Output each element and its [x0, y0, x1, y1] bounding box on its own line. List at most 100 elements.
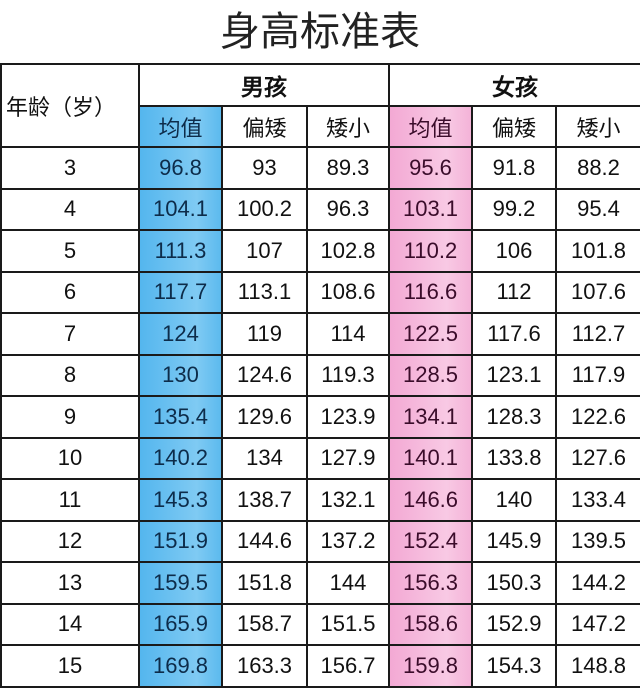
- boys-very-short-cell: 96.3: [306, 187, 390, 231]
- boys-mean-cell: 151.9: [138, 519, 223, 563]
- age-cell: 7: [0, 312, 140, 356]
- table-row: 4 104.1 100.2 96.3 103.1 99.2 95.4: [0, 187, 640, 231]
- boys-short-cell: 163.3: [221, 644, 308, 688]
- boys-mean-cell: 130: [138, 353, 223, 397]
- boys-very-short-cell: 102.8: [306, 229, 390, 273]
- table-row: 5 111.3 107 102.8 110.2 106 101.8: [0, 229, 640, 273]
- boys-very-short-cell: 123.9: [306, 395, 390, 439]
- girls-short-cell: 133.8: [471, 436, 557, 480]
- age-cell: 8: [0, 353, 140, 397]
- boys-very-short-cell: 89.3: [306, 146, 390, 190]
- girls-very-short-cell: 147.2: [555, 602, 640, 646]
- girls-short-cell: 140: [471, 478, 557, 522]
- age-cell: 13: [0, 561, 140, 605]
- girls-short-cell: 128.3: [471, 395, 557, 439]
- boys-mean-cell: 104.1: [138, 187, 223, 231]
- age-cell: 6: [0, 270, 140, 314]
- girls-short-header: 偏矮: [471, 105, 557, 148]
- girls-mean-cell: 140.1: [388, 436, 473, 480]
- table-row: 15 169.8 163.3 156.7 159.8 154.3 148.8: [0, 644, 640, 688]
- boys-mean-cell: 140.2: [138, 436, 223, 480]
- girls-very-short-cell: 88.2: [555, 146, 640, 190]
- boys-very-short-cell: 119.3: [306, 353, 390, 397]
- boys-mean-cell: 159.5: [138, 561, 223, 605]
- table-row: 9 135.4 129.6 123.9 134.1 128.3 122.6: [0, 395, 640, 439]
- boys-mean-cell: 135.4: [138, 395, 223, 439]
- table-row: 12 151.9 144.6 137.2 152.4 145.9 139.5: [0, 519, 640, 563]
- boys-short-header: 偏矮: [221, 105, 308, 148]
- girls-very-short-cell: 127.6: [555, 436, 640, 480]
- boys-short-cell: 138.7: [221, 478, 308, 522]
- girls-very-short-cell: 112.7: [555, 312, 640, 356]
- boys-mean-cell: 96.8: [138, 146, 223, 190]
- girls-short-cell: 154.3: [471, 644, 557, 688]
- girls-very-short-cell: 107.6: [555, 270, 640, 314]
- girls-short-cell: 99.2: [471, 187, 557, 231]
- girls-mean-cell: 116.6: [388, 270, 473, 314]
- boys-short-cell: 158.7: [221, 602, 308, 646]
- girls-mean-cell: 128.5: [388, 353, 473, 397]
- page-title: 身高标准表: [220, 9, 420, 55]
- boys-very-short-cell: 127.9: [306, 436, 390, 480]
- table-row: 10 140.2 134 127.9 140.1 133.8 127.6: [0, 436, 640, 480]
- age-cell: 14: [0, 602, 140, 646]
- height-standard-table: 年龄（岁） 男孩 女孩 均值 偏矮 矮小 均值 偏矮 矮小 3 96.8 93 89.…: [0, 63, 640, 688]
- boys-mean-header: 均值: [138, 105, 223, 148]
- girls-short-cell: 91.8: [471, 146, 557, 190]
- girls-mean-cell: 103.1: [388, 187, 473, 231]
- age-cell: 3: [0, 146, 140, 190]
- girls-mean-cell: 152.4: [388, 519, 473, 563]
- boys-short-cell: 119: [221, 312, 308, 356]
- girls-mean-header: 均值: [388, 105, 473, 148]
- boys-short-cell: 100.2: [221, 187, 308, 231]
- girls-very-short-cell: 148.8: [555, 644, 640, 688]
- boys-very-short-cell: 132.1: [306, 478, 390, 522]
- girls-very-short-cell: 133.4: [555, 478, 640, 522]
- boys-short-cell: 144.6: [221, 519, 308, 563]
- girls-short-cell: 152.9: [471, 602, 557, 646]
- boys-very-short-cell: 137.2: [306, 519, 390, 563]
- girls-short-cell: 123.1: [471, 353, 557, 397]
- boys-mean-cell: 124: [138, 312, 223, 356]
- girls-very-short-cell: 122.6: [555, 395, 640, 439]
- age-cell: 9: [0, 395, 140, 439]
- table-row: 13 159.5 151.8 144 156.3 150.3 144.2: [0, 561, 640, 605]
- girls-header: 女孩: [388, 63, 640, 107]
- boys-mean-cell: 165.9: [138, 602, 223, 646]
- girls-short-cell: 117.6: [471, 312, 557, 356]
- girls-very-short-header: 矮小: [555, 105, 640, 148]
- table-row: 8 130 124.6 119.3 128.5 123.1 117.9: [0, 353, 640, 397]
- boys-very-short-cell: 114: [306, 312, 390, 356]
- boys-very-short-cell: 151.5: [306, 602, 390, 646]
- boys-mean-cell: 117.7: [138, 270, 223, 314]
- table-row: 3 96.8 93 89.3 95.6 91.8 88.2: [0, 146, 640, 190]
- boys-short-cell: 93: [221, 146, 308, 190]
- boys-very-short-cell: 108.6: [306, 270, 390, 314]
- girls-very-short-cell: 144.2: [555, 561, 640, 605]
- boys-very-short-header: 矮小: [306, 105, 390, 148]
- girls-mean-cell: 122.5: [388, 312, 473, 356]
- age-cell: 10: [0, 436, 140, 480]
- girls-mean-cell: 159.8: [388, 644, 473, 688]
- girls-mean-cell: 134.1: [388, 395, 473, 439]
- girls-very-short-cell: 117.9: [555, 353, 640, 397]
- age-cell: 4: [0, 187, 140, 231]
- girls-mean-cell: 95.6: [388, 146, 473, 190]
- girls-short-cell: 145.9: [471, 519, 557, 563]
- girls-mean-cell: 156.3: [388, 561, 473, 605]
- boys-short-cell: 124.6: [221, 353, 308, 397]
- boys-short-cell: 129.6: [221, 395, 308, 439]
- girls-mean-cell: 158.6: [388, 602, 473, 646]
- boys-header: 男孩: [138, 63, 390, 107]
- age-cell: 15: [0, 644, 140, 688]
- table-row: 7 124 119 114 122.5 117.6 112.7: [0, 312, 640, 356]
- boys-mean-cell: 145.3: [138, 478, 223, 522]
- boys-short-cell: 113.1: [221, 270, 308, 314]
- age-cell: 11: [0, 478, 140, 522]
- boys-short-cell: 134: [221, 436, 308, 480]
- table-row: 11 145.3 138.7 132.1 146.6 140 133.4: [0, 478, 640, 522]
- girls-very-short-cell: 95.4: [555, 187, 640, 231]
- girls-mean-cell: 110.2: [388, 229, 473, 273]
- table-row: 6 117.7 113.1 108.6 116.6 112 107.6: [0, 270, 640, 314]
- age-cell: 5: [0, 229, 140, 273]
